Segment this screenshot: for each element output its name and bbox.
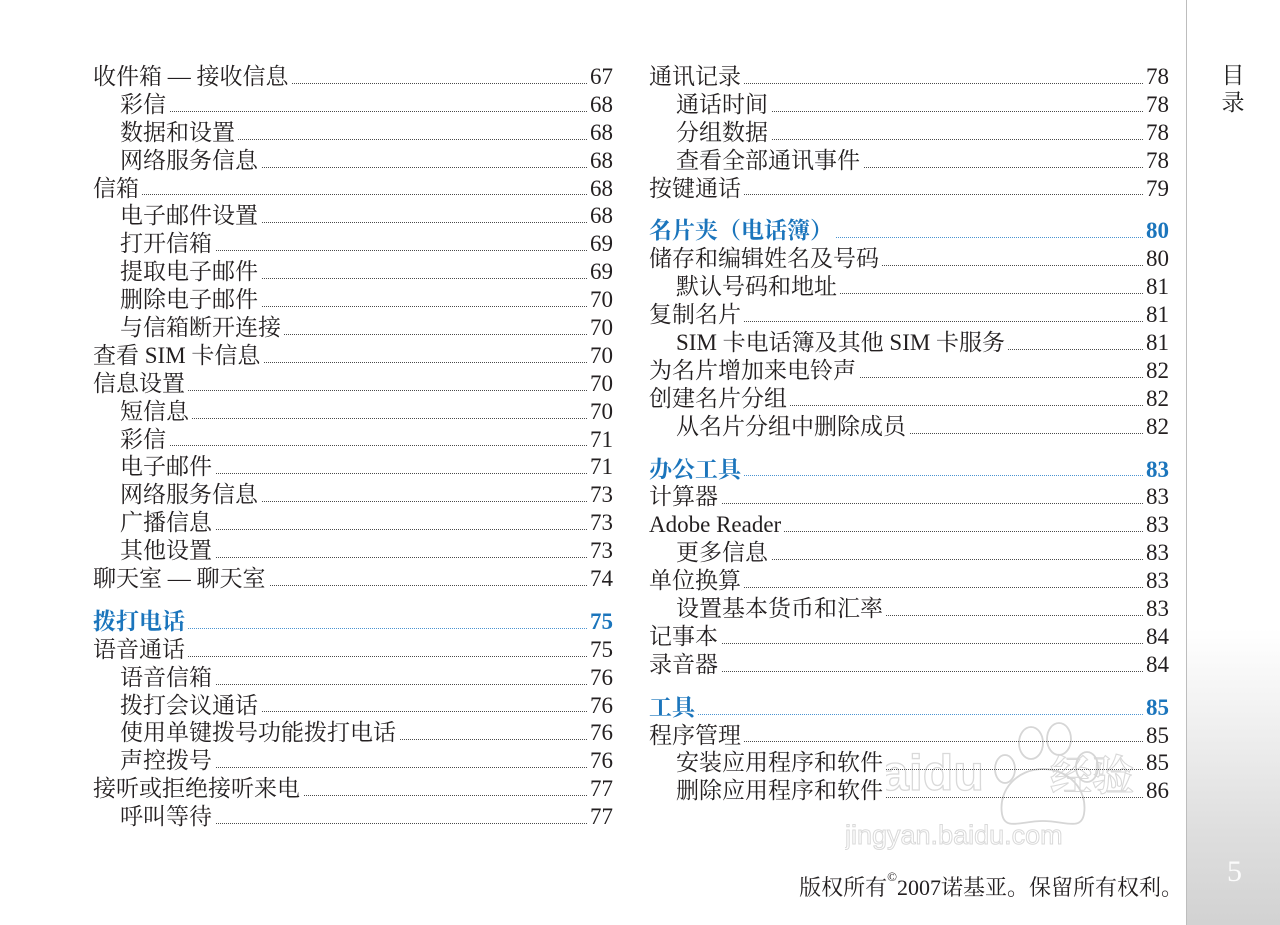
svg-text:jingyan.baidu.com: jingyan.baidu.com bbox=[845, 820, 1063, 850]
